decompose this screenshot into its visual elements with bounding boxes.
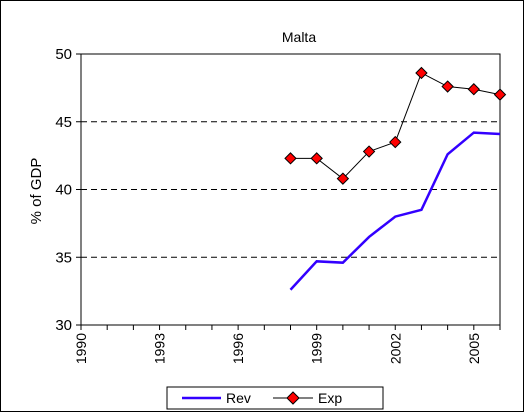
series-group [284,66,507,291]
x-tick-label: 2002 [387,333,403,364]
legend-label-rev: Rev [226,390,251,406]
legend-marker-exp [286,391,300,405]
data-point-exp [493,88,507,101]
y-tick-label: 50 [55,46,72,63]
x-tick-label: 1999 [309,333,325,364]
x-tick-label: 1990 [73,333,89,364]
data-point-exp [284,152,297,165]
data-point-exp [467,83,481,96]
y-axis-label: % of GDP [28,158,45,225]
y-tick-label: 45 [55,114,72,131]
x-tick-label: 1993 [152,333,168,364]
series-line-rev [289,131,501,291]
y-tick-label: 40 [55,182,72,199]
x-tick-label: 2005 [466,333,482,364]
data-point-exp [415,66,428,80]
data-point-exp [441,80,454,93]
chart-title: Malta [282,29,316,45]
legend: Rev Exp [166,386,384,410]
y-tick-label: 30 [55,317,72,334]
data-point-exp [389,135,402,149]
x-tick-label: 1996 [230,333,246,364]
axes: 30 35 40 45 50 1990 1993 1996 1999 2002 2005 [55,46,501,364]
legend-label-exp: Exp [318,390,342,406]
data-point-exp [336,172,350,185]
gridlines [81,121,500,258]
y-tick-label: 35 [55,249,72,266]
data-point-exp [362,145,376,158]
data-point-exp [310,152,323,165]
